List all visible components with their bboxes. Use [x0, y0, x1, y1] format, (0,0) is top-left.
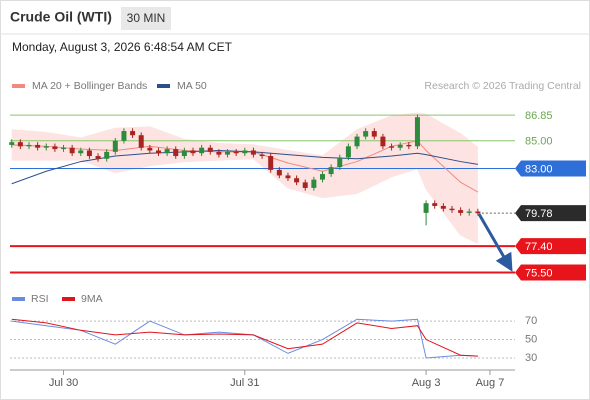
candle-body [78, 150, 84, 154]
candle-body [155, 150, 161, 154]
level-box [515, 205, 586, 222]
level-label: 77.40 [525, 241, 553, 253]
level-box [515, 160, 586, 177]
candle-body [199, 147, 205, 154]
candle-body [207, 147, 213, 152]
candle-body [380, 136, 386, 147]
candle-body [371, 131, 377, 137]
candle-body [35, 144, 41, 148]
level-label: 83.00 [525, 163, 553, 175]
candle-body [147, 147, 153, 151]
candle-body [389, 146, 395, 148]
y-tick-label: 70 [525, 315, 537, 327]
candle-body [69, 147, 75, 154]
candle-body [61, 147, 67, 150]
band-lower [11, 158, 479, 244]
candle-body [104, 151, 110, 159]
forecast-arrow [477, 213, 513, 272]
legend-label: MA 50 [177, 80, 207, 92]
candle-body [337, 157, 343, 168]
candle-body [9, 142, 15, 145]
level-box [515, 238, 586, 255]
candle-body [268, 156, 274, 170]
candle-body [52, 146, 58, 150]
legend-swatch [12, 297, 25, 301]
x-tick-label: Jul 30 [49, 377, 78, 389]
y-tick-label: 50 [525, 333, 537, 345]
level-box [515, 264, 586, 281]
candle-body [397, 144, 403, 148]
candle-body [121, 131, 127, 141]
candle-body [259, 154, 265, 157]
x-tick-label: Jul 31 [230, 377, 259, 389]
x-tick-label: Aug 7 [476, 377, 505, 389]
legend-label: MA 20 + Bollinger Bands [32, 80, 147, 92]
legend-label: 9MA [81, 293, 103, 305]
candle-body [130, 131, 136, 136]
candle-body [432, 203, 438, 206]
candle-body [363, 131, 369, 137]
candle-body [423, 203, 429, 213]
legend-swatch [12, 84, 25, 88]
band-fill [11, 113, 478, 244]
level-label: 85.00 [525, 136, 553, 148]
candle-body [345, 146, 351, 158]
band-upper [11, 112, 479, 157]
rsi-ma-line [11, 318, 478, 357]
candle-body [95, 156, 101, 159]
candle-body [181, 150, 187, 157]
candle-body [276, 169, 282, 176]
candle-body [302, 182, 308, 188]
x-tick-label: Aug 3 [412, 377, 441, 389]
candle-body [466, 211, 472, 213]
level-label: 79.78 [525, 208, 553, 220]
candle-body [190, 150, 196, 154]
candle-body [43, 146, 49, 148]
candle-body [440, 205, 446, 209]
candle-body [311, 179, 317, 188]
candle-body [458, 210, 464, 213]
candle-body [225, 151, 231, 155]
candle-body [216, 151, 222, 155]
candle-body [319, 174, 325, 180]
candle-body [26, 144, 32, 147]
candle-body [86, 150, 92, 157]
level-label: 86.85 [525, 110, 553, 122]
candle-body [354, 136, 360, 147]
credit: Research © 2026 Trading Central [424, 80, 581, 92]
candle-body [242, 150, 248, 154]
candle-body [233, 151, 239, 154]
candle-body [250, 150, 256, 155]
legend-swatch [157, 84, 170, 88]
candle-body [449, 208, 455, 211]
candle-body [173, 149, 179, 157]
candle-body [112, 140, 118, 152]
candle-body [328, 167, 334, 175]
candle-body [414, 117, 420, 147]
legend-swatch [62, 297, 75, 301]
rsi-line [11, 318, 478, 359]
legend-label: RSI [31, 293, 49, 305]
title: Crude Oil (WTI) [10, 9, 112, 25]
candle-body [164, 149, 170, 154]
level-label: 75.50 [525, 267, 553, 279]
y-tick-label: 30 [525, 352, 537, 364]
candle-body [294, 178, 300, 183]
candle-body [406, 144, 412, 147]
candle-body [475, 211, 481, 214]
candle-body [17, 142, 23, 147]
candle-body [138, 135, 144, 148]
interval-box [121, 7, 171, 30]
candle-body [285, 175, 291, 179]
timestamp: Monday, August 3, 2026 6:48:54 AM CET [12, 40, 233, 54]
interval: 30 MIN [127, 11, 166, 25]
